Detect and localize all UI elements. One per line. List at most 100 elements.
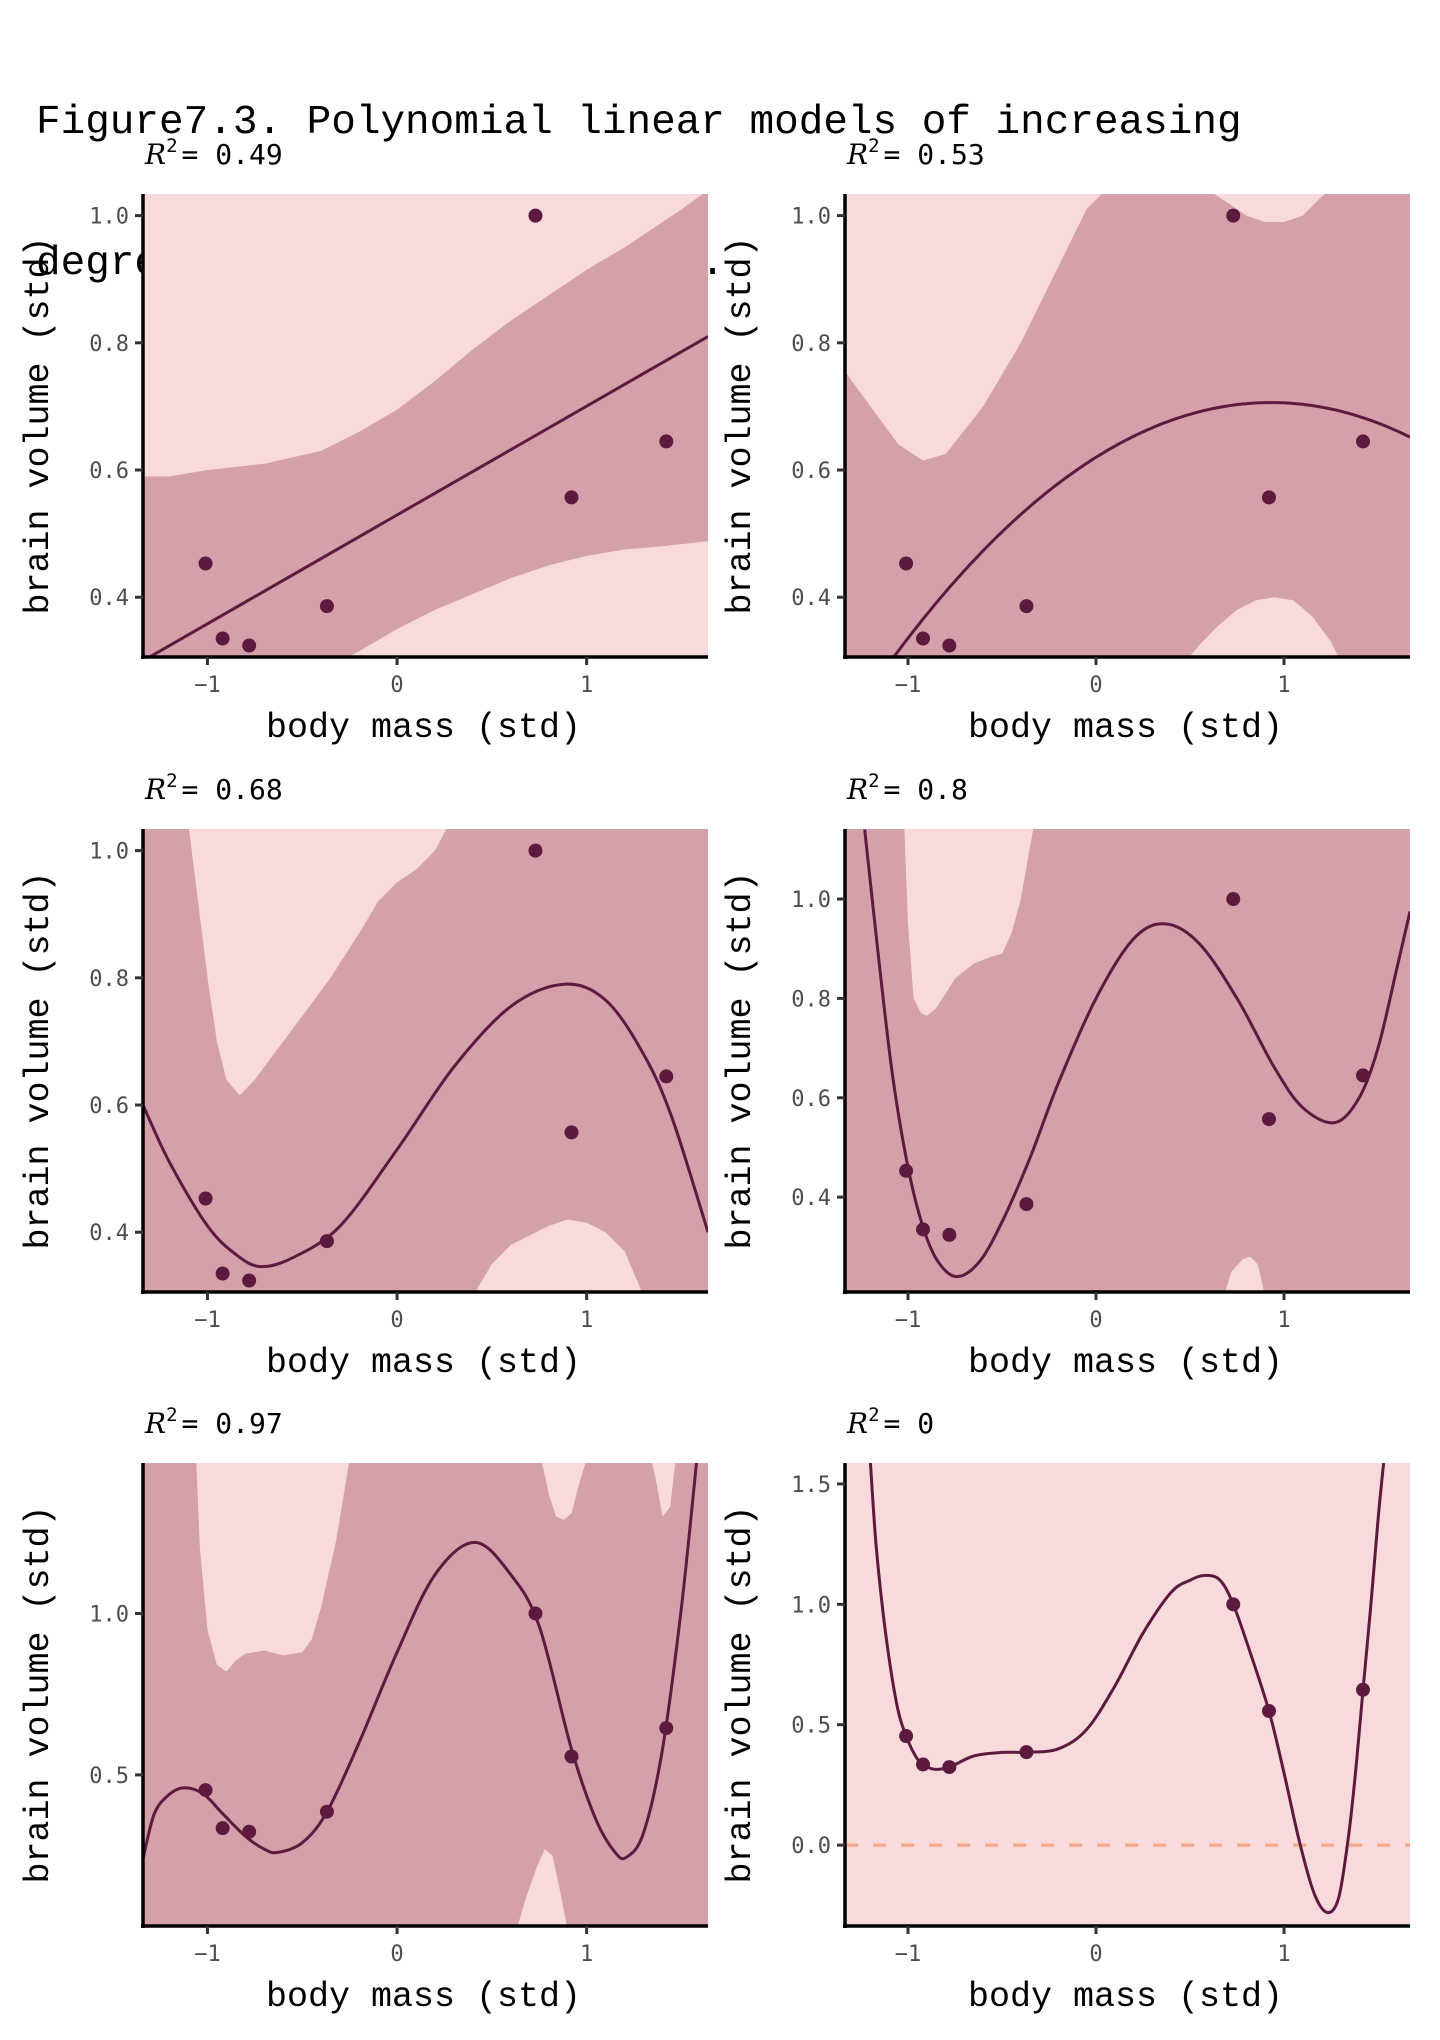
r2-symbol: R xyxy=(846,1407,868,1440)
data-point xyxy=(942,1760,957,1775)
fitted-curve xyxy=(143,982,708,1269)
r2-symbol: R xyxy=(846,773,868,806)
data-point xyxy=(198,1191,213,1206)
y-tick-label: 1.0 xyxy=(791,205,831,230)
x-axis-title: body mass (std) xyxy=(266,708,581,748)
data-point xyxy=(215,1266,230,1281)
x-axis-title: body mass (std) xyxy=(968,1977,1283,2017)
y-tick-label: 0.6 xyxy=(89,459,129,484)
r2-value: 0.49 xyxy=(215,138,282,171)
r2-superscript: 2 xyxy=(868,770,879,792)
data-point xyxy=(1226,208,1241,223)
y-tick-label: 1.0 xyxy=(791,1593,831,1618)
r2-symbol: R xyxy=(144,138,166,171)
plot-area xyxy=(143,194,708,657)
x-tick-label: 1 xyxy=(1277,1942,1290,1967)
data-point xyxy=(916,1757,931,1772)
panel-r2-title: R2 = 0.97 xyxy=(144,1404,283,1440)
y-tick-label: 0.4 xyxy=(791,1186,831,1211)
x-tick-label: −1 xyxy=(895,673,922,698)
x-axis-title: body mass (std) xyxy=(968,708,1283,748)
mean-interval-band xyxy=(845,829,1410,1292)
data-point xyxy=(1355,434,1370,449)
y-axis-title: brain volume (std) xyxy=(721,236,761,614)
data-point xyxy=(242,1824,257,1839)
y-tick-label: 1.0 xyxy=(89,840,129,865)
y-tick-label: 0.8 xyxy=(791,987,831,1012)
panel-r2-title: R2 = 0.53 xyxy=(846,135,985,171)
r2-value: 0 xyxy=(917,1407,934,1440)
data-point xyxy=(942,638,957,653)
plot-area xyxy=(143,1463,708,1926)
data-point xyxy=(1226,1597,1241,1612)
prediction-interval-band xyxy=(845,1463,1410,1926)
r2-symbol: R xyxy=(846,138,868,171)
y-tick-label: 1.0 xyxy=(89,205,129,230)
x-tick-label: −1 xyxy=(194,673,221,698)
x-tick-label: 0 xyxy=(390,1942,403,1967)
data-point xyxy=(1355,1682,1370,1697)
data-point xyxy=(564,1749,579,1764)
y-tick-label: 0.6 xyxy=(791,459,831,484)
data-point xyxy=(1261,1112,1276,1127)
y-tick-label: 0.6 xyxy=(791,1087,831,1112)
mean-interval-band xyxy=(143,1463,708,1926)
r2-superscript: 2 xyxy=(868,1404,879,1426)
plot-area xyxy=(845,1463,1410,1926)
data-point xyxy=(899,1729,914,1744)
data-point xyxy=(198,556,213,571)
y-tick-label: 0.4 xyxy=(89,1221,129,1246)
y-axis-title: brain volume (std) xyxy=(721,1505,761,1883)
data-point xyxy=(659,1069,674,1084)
y-tick-label: 0.5 xyxy=(791,1714,831,1739)
r2-equals: = xyxy=(182,1407,216,1440)
panel-bottom-left: −1 0 1 0.5 1.0 body mass (std) brain volume (s… xyxy=(19,1404,708,2017)
data-point xyxy=(659,1721,674,1736)
y-axis-title: brain volume (std) xyxy=(19,236,59,614)
x-tick-label: 0 xyxy=(390,1308,403,1333)
y-tick-label: 1.0 xyxy=(89,1602,129,1627)
r2-value: 0.97 xyxy=(215,1407,282,1440)
r2-value: 0.8 xyxy=(917,773,968,806)
r2-equals: = xyxy=(884,1407,918,1440)
y-axis-title: brain volume (std) xyxy=(19,1505,59,1883)
panel-r2-title: R2 = 0.8 xyxy=(846,770,968,806)
fitted-curve xyxy=(891,401,1410,657)
x-tick-label: 0 xyxy=(390,673,403,698)
x-tick-label: 1 xyxy=(1277,1308,1290,1333)
panel-r2-title: R2 = 0.68 xyxy=(144,770,283,806)
data-point xyxy=(319,599,334,614)
data-point xyxy=(942,1227,957,1242)
x-tick-label: −1 xyxy=(895,1308,922,1333)
x-tick-label: −1 xyxy=(194,1308,221,1333)
figure-title-line-1: Figure7.3. Polynomial linear models of i… xyxy=(36,100,1242,146)
x-tick-label: 0 xyxy=(1089,1942,1102,1967)
x-tick-label: −1 xyxy=(895,1942,922,1967)
x-axis-title: body mass (std) xyxy=(968,1343,1283,1383)
data-point xyxy=(659,434,674,449)
data-point xyxy=(1019,1745,1034,1760)
fitted-curve xyxy=(143,1463,698,1861)
panel-bottom-right: −1 0 1 0.0 0.5 1.0 1.5 body mass (std) brain vol… xyxy=(721,1404,1410,2017)
y-tick-label: 0.0 xyxy=(791,1834,831,1859)
r2-equals: = xyxy=(182,773,216,806)
x-tick-label: −1 xyxy=(194,1942,221,1967)
r2-equals: = xyxy=(884,773,918,806)
x-tick-label: 1 xyxy=(580,673,593,698)
data-point xyxy=(215,1821,230,1836)
data-point xyxy=(319,1234,334,1249)
data-point xyxy=(1355,1068,1370,1083)
y-axis-title: brain volume (std) xyxy=(721,871,761,1249)
r2-equals: = xyxy=(884,138,918,171)
r2-symbol: R xyxy=(144,1407,166,1440)
data-point xyxy=(1019,599,1034,614)
y-tick-label: 0.8 xyxy=(89,332,129,357)
r2-value: 0.68 xyxy=(215,773,282,806)
data-point xyxy=(1261,1703,1276,1718)
y-tick-label: 0.8 xyxy=(791,332,831,357)
fitted-curve xyxy=(146,335,708,657)
x-tick-label: 1 xyxy=(1277,673,1290,698)
data-point xyxy=(1226,892,1241,907)
y-tick-label: 1.5 xyxy=(791,1473,831,1498)
